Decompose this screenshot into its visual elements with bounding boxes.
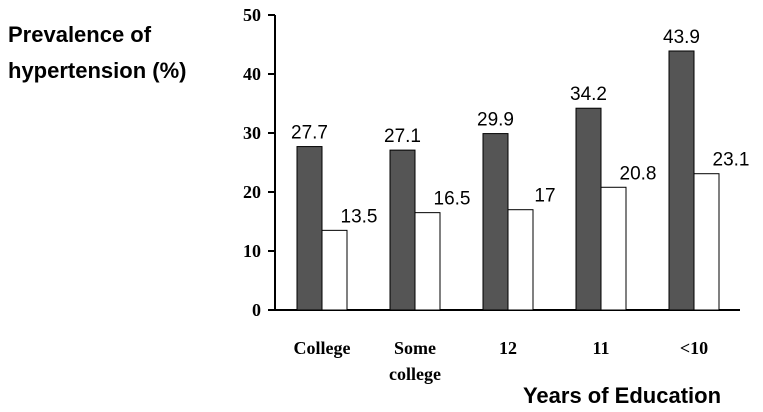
y-axis-label-line-2: hypertension (%)	[8, 58, 186, 83]
data-label: 43.9	[663, 27, 700, 48]
bar-series-1	[668, 50, 695, 311]
y-tick-label: 10	[243, 241, 261, 261]
bar-series-2	[321, 229, 348, 311]
x-tick-label: 12	[499, 338, 517, 358]
data-label: 27.7	[291, 123, 328, 144]
data-label: 34.2	[570, 84, 607, 105]
data-label: 23.1	[713, 150, 750, 171]
y-tick-label: 0	[252, 300, 261, 320]
data-label: 27.1	[384, 126, 421, 147]
y-axis-label-line-1: Prevalence of	[8, 22, 152, 47]
x-tick-label: College	[294, 338, 351, 358]
x-axis-label: Years of Education	[523, 383, 721, 408]
x-tick-label: 11	[592, 338, 609, 358]
y-tick-label: 30	[243, 123, 261, 143]
y-tick-label: 20	[243, 182, 261, 202]
bar-series-1	[575, 107, 602, 311]
bar-series-1	[389, 149, 416, 311]
bar-series-1	[482, 133, 509, 311]
bars: 27.7 13.5 27.1 16.5 29.9 17 34.2 20.8 43.9 23.1	[291, 27, 750, 311]
y-tick-label: 50	[243, 5, 261, 25]
y-ticks: 0 10 20 30 40 50	[243, 5, 275, 320]
bar-series-2	[507, 209, 534, 311]
data-label: 16.5	[434, 189, 471, 210]
data-label: 17	[534, 186, 555, 207]
x-tick-label: Some	[394, 338, 436, 358]
x-tick-label: college	[389, 364, 441, 384]
x-tick-labels: College Some college 12 11 <10	[294, 338, 709, 384]
y-tick-label: 40	[243, 64, 261, 84]
data-label: 20.8	[620, 163, 657, 184]
bar-series-2	[414, 212, 441, 311]
bar-series-1	[296, 146, 323, 311]
bar-series-2	[693, 173, 720, 311]
bar-series-2	[600, 186, 627, 311]
data-label: 13.5	[341, 206, 378, 227]
x-tick-label: <10	[680, 338, 708, 358]
data-label: 29.9	[477, 110, 514, 131]
